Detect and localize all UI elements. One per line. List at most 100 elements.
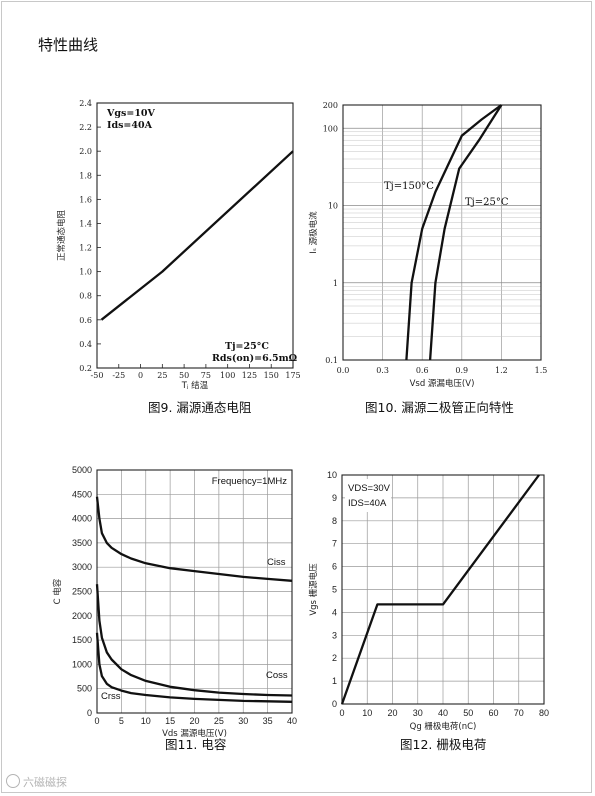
fig11-series-label-crss: Crss (101, 691, 121, 702)
fig10-xtick-label-2: 0.6 (416, 366, 429, 375)
fig10-xtick-label-4: 1.2 (495, 366, 508, 375)
fig9-xtick-label-2: 0 (138, 371, 143, 380)
fig10-ytick-label-3: 100 (323, 124, 338, 133)
fig9-ytick-label-6: 1.4 (79, 219, 92, 228)
fig11-ytick-label-6: 3000 (72, 562, 92, 572)
fig12-caption: 图12. 栅极电荷 (400, 737, 487, 752)
fig11-ytick-label-5: 2500 (72, 587, 92, 597)
fig10-xtick-label-5: 1.5 (535, 366, 548, 375)
fig9-chart: -50 -25 0 25 50 75 100 125 150 175 0.2 0.4 0.6 0.8 1.0… (56, 99, 301, 391)
fig9-xtick-label-9: 175 (285, 371, 300, 380)
fig12-xtick-label-4: 40 (438, 708, 448, 718)
fig12-xtick-label-5: 50 (463, 708, 473, 718)
fig11-xtick-label-3: 15 (165, 716, 175, 726)
fig12-ytick-label-0: 0 (332, 699, 337, 709)
fig11-xtick-label-8: 40 (287, 716, 297, 726)
watermark-text: 六磁磁探 (23, 776, 67, 789)
fig12-xtick-label-3: 30 (413, 708, 423, 718)
fig9-ytick-label-4: 1.0 (79, 268, 92, 277)
fig10-x-axis-label: Vsd 源漏电压(V) (410, 378, 475, 389)
fig11-ytick-label-0: 0 (87, 708, 92, 718)
fig10-ytick-label-4: 200 (323, 101, 338, 110)
fig12-annotation-ids: IDS=40A (348, 498, 387, 509)
fig11-series-label-coss: Coss (266, 670, 288, 681)
fig12-xtick-label-0: 0 (339, 708, 344, 718)
fig10-xtick-label-3: 0.9 (455, 366, 468, 375)
fig11-annotation-frequency: Frequency=1MHz (212, 476, 287, 487)
fig9-caption: 图9. 漏源通态电阻 (148, 400, 252, 415)
fig9-ytick-label-1: 0.4 (79, 340, 92, 349)
fig10-y-axis-label: Iₛ 源极电流 (308, 211, 319, 254)
fig12-ytick-label-8: 8 (332, 516, 337, 526)
fig11-xtick-label-6: 30 (238, 716, 248, 726)
fig11-series-label-ciss: Ciss (267, 557, 286, 568)
fig11-y-axis-label: C 电容 (52, 578, 63, 604)
fig11-ytick-label-1: 500 (77, 684, 92, 694)
fig11-xtick-label-2: 10 (141, 716, 151, 726)
fig10-series-label-150: Tj=150°C (384, 181, 434, 192)
fig9-xtick-label-7: 125 (242, 371, 257, 380)
fig11-ytick-label-9: 4500 (72, 489, 92, 499)
fig9-ytick-label-3: 0.8 (79, 292, 92, 301)
fig12-x-axis-label: Qg 栅极电荷(nC) (410, 721, 477, 732)
fig11-ytick-label-7: 3500 (72, 538, 92, 548)
fig12-annotation-backdrop (345, 479, 391, 512)
fig9-ytick-label-2: 0.6 (79, 316, 92, 325)
fig11-chart: 0 5 10 15 20 25 30 35 40 0 500 1000 1500 2000 2500 3000… (52, 465, 297, 739)
fig12-chart: 0 10 20 30 40 50 60 70 80 0 1 2 3 4 5 6 7 8 9 10 Qg 栅极电荷(nC)… (308, 470, 549, 732)
fig12-plot-frame (341, 474, 545, 705)
fig12-xtick-label-8: 80 (539, 708, 549, 718)
fig9-x-axis-label: Tⱼ 结温 (181, 380, 209, 391)
fig9-xtick-label-3: 25 (157, 371, 167, 380)
fig12-ytick-label-10: 10 (327, 470, 337, 480)
watermark: 六磁磁探 (6, 774, 67, 790)
fig11-xtick-label-0: 0 (94, 716, 99, 726)
fig9-ytick-label-7: 1.6 (79, 195, 92, 204)
fig11-ytick-label-3: 1500 (72, 635, 92, 645)
fig12-ytick-label-5: 5 (332, 585, 337, 595)
fig12-ytick-label-2: 2 (332, 653, 337, 663)
fig9-ytick-label-11: 2.4 (79, 99, 92, 108)
fig9-y-axis-label: 正常通态电阻 (56, 210, 67, 262)
fig11-xtick-label-1: 5 (119, 716, 124, 726)
fig9-ytick-label-9: 2.0 (79, 147, 92, 156)
fig11-series-line-1 (95, 584, 293, 697)
watermark-logo-icon (6, 774, 20, 788)
fig12-ytick-label-3: 3 (332, 630, 337, 640)
fig10-ytick-label-0: 0.1 (325, 356, 338, 365)
fig12-ytick-label-4: 4 (332, 607, 337, 617)
fig11-caption: 图11. 电容 (165, 737, 227, 752)
fig9-annotation-vgs: Vgs=10V (106, 108, 156, 119)
fig12-ytick-label-1: 1 (332, 676, 337, 686)
fig9-xtick-label-4: 50 (179, 371, 189, 380)
fig11-xtick-label-4: 20 (189, 716, 199, 726)
fig9-series-line-0 (100, 150, 294, 321)
fig10-series-label-25: Tj=25°C (465, 197, 509, 208)
fig12-y-axis-label: Vgs 栅源电压 (308, 563, 319, 616)
fig12-series-line-0 (340, 474, 540, 705)
fig9-ytick-label-0: 0.2 (79, 364, 92, 373)
fig10-series-line-1 (428, 104, 503, 361)
fig11-ytick-label-4: 2000 (72, 611, 92, 621)
fig9-ytick-label-8: 1.8 (79, 171, 92, 180)
fig12-xtick-label-2: 20 (387, 708, 397, 718)
fig9-ytick-label-5: 1.2 (79, 244, 92, 253)
fig11-series-line-2 (95, 632, 293, 703)
fig10-chart: 0.0 0.3 0.6 0.9 1.2 1.5 0.1 1 10 100 200 Vsd 源漏电压(V… (308, 101, 547, 389)
fig9-xtick-label-5: 75 (201, 371, 211, 380)
fig10-ytick-label-2: 10 (328, 202, 338, 211)
fig9-plot-frame (96, 102, 294, 369)
fig11-ytick-label-10: 5000 (72, 465, 92, 475)
fig11-ytick-label-8: 4000 (72, 514, 92, 524)
fig9-annotation-tj: Tj=25°C (225, 341, 269, 352)
fig11-xtick-label-7: 35 (263, 716, 273, 726)
fig12-xtick-label-7: 70 (514, 708, 524, 718)
fig10-xtick-label-0: 0.0 (337, 366, 350, 375)
fig12-xtick-label-6: 60 (488, 708, 498, 718)
fig11-ytick-label-2: 1000 (72, 659, 92, 669)
fig12-ytick-label-7: 7 (332, 539, 337, 549)
fig10-series-line-0 (405, 104, 503, 361)
fig9-ytick-label-10: 2.2 (79, 123, 92, 132)
fig9-annotation-ids: Ids=40A (107, 120, 153, 131)
